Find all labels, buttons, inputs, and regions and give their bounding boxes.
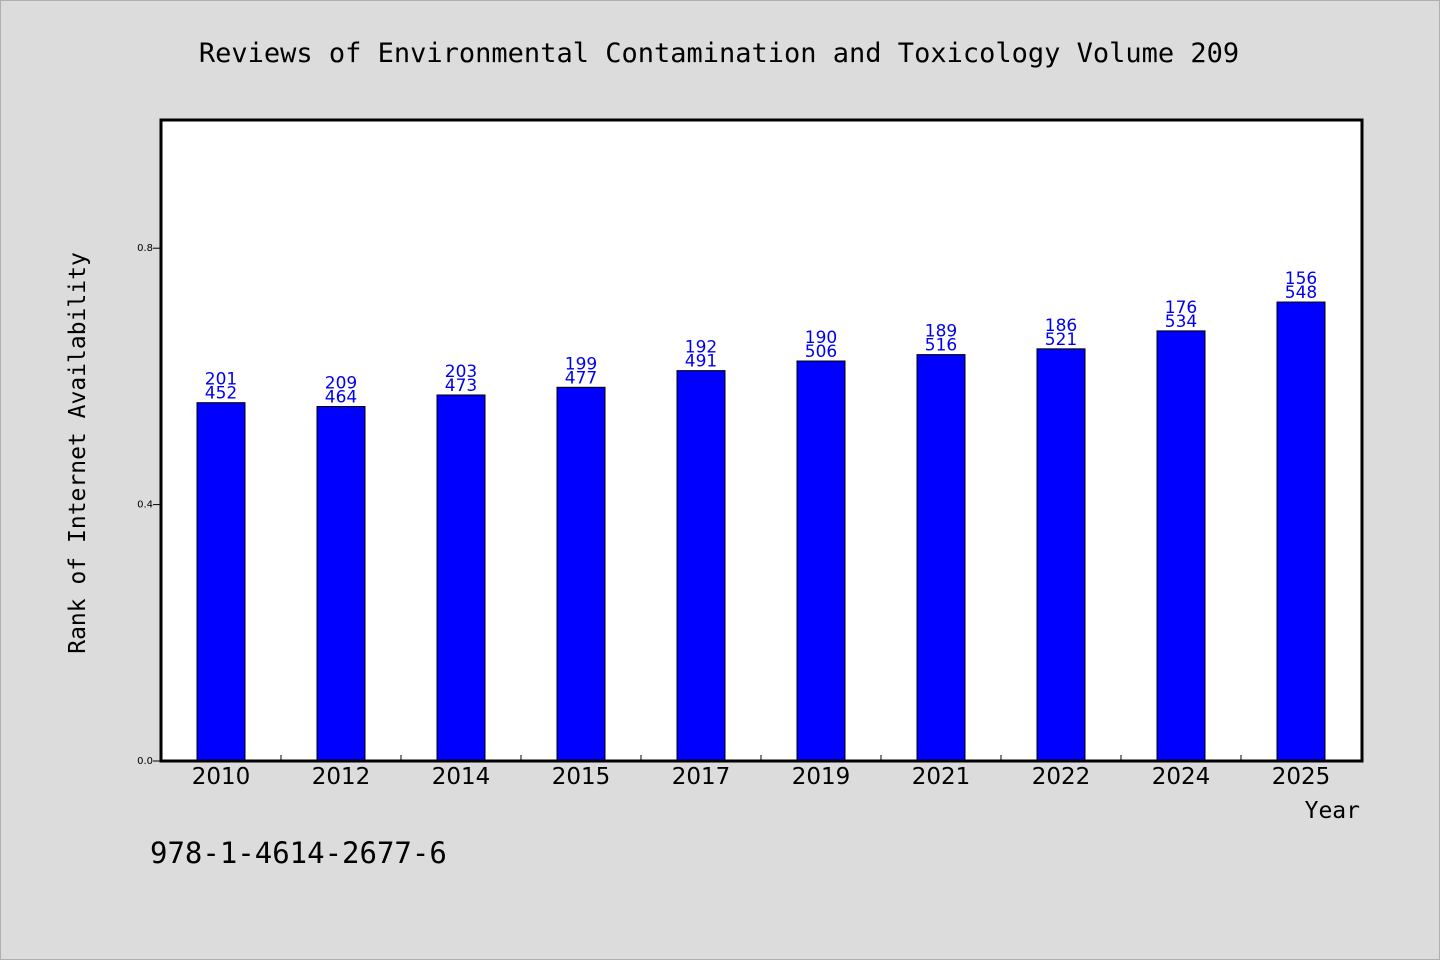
bar [1156,330,1206,762]
x-tick-label: 2012 [312,764,371,790]
y-axis-label: Rank of Internet Availability [65,252,91,654]
bar-label-bottom: 521 [1045,330,1077,350]
x-tick-label: 2021 [912,764,971,790]
bar-label-bottom: 506 [805,342,837,362]
x-tick-label: 2019 [792,764,851,790]
bar [676,370,726,762]
bar [796,360,846,762]
x-tick-label: 2022 [1032,764,1091,790]
y-tick-label: 0.0 [137,756,153,767]
bar-label-top: 209 [325,374,357,394]
bar-label-top: 192 [685,338,717,358]
bar-label-bottom: 534 [1165,312,1197,332]
y-tick-label: 0.8 [137,243,153,254]
isbn-text: 978-1-4614-2677-6 [150,836,447,870]
x-tick-label: 2014 [432,764,491,790]
bar-label-top: 156 [1285,269,1317,289]
bar-label-top: 190 [805,328,837,348]
x-tick-label: 2024 [1152,764,1211,790]
y-axis: 0.0 0.4 0.8 [137,243,161,767]
plot-frame [159,118,1364,763]
bar-label-bottom: 516 [925,336,957,356]
bar [1036,348,1086,762]
bars: 2014522094642034731994771924911905061895… [196,269,1326,762]
bar-label-bottom: 464 [325,388,357,408]
bar [1276,301,1326,762]
bar [916,354,966,762]
bar-label-top: 189 [925,322,957,342]
bar-label-top: 203 [445,362,477,382]
bar-label-bottom: 452 [205,384,237,404]
bar [196,402,246,762]
bar [436,394,486,762]
bar-label-top: 201 [205,370,237,390]
bar-label-top: 176 [1165,298,1197,318]
bar-label-bottom: 548 [1285,283,1317,303]
chart-title: Reviews of Environmental Contamination a… [199,38,1239,69]
bar-label-top: 199 [565,354,597,374]
x-tick-label: 2010 [192,764,251,790]
x-tick-label: 2015 [552,764,611,790]
bar-label-bottom: 491 [685,352,717,372]
y-tick-label: 0.4 [137,500,153,511]
bar [316,406,366,762]
x-axis-label: Year [1305,798,1360,824]
bar-label-bottom: 477 [565,368,597,388]
bar-label-bottom: 473 [445,376,477,396]
x-tick-label: 2025 [1272,764,1331,790]
bar [556,386,606,762]
x-axis: 2010 2012 2014 2015 2017 2019 2021 2022 2024 2025 [192,755,1331,790]
x-tick-label: 2017 [672,764,731,790]
bar-label-top: 186 [1045,316,1077,336]
